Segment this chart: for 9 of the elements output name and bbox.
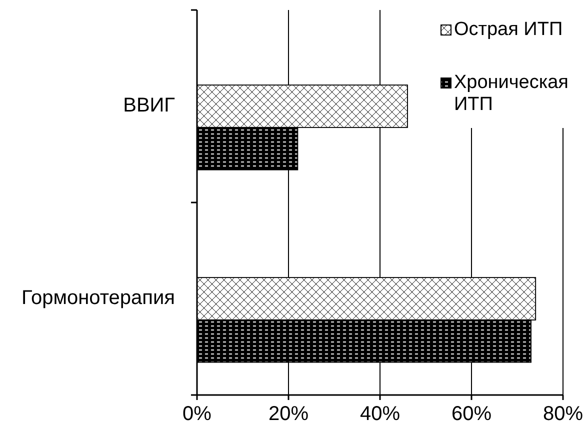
legend-label: Острая ИТП <box>454 19 563 40</box>
legend-label: Хроническая ИТП <box>454 72 568 116</box>
x-tick-label: 20% <box>268 403 309 425</box>
x-tick-label: 0% <box>182 403 212 425</box>
y-tick-label: ВВИГ <box>123 94 176 117</box>
y-tick-label: Гормонотерапия <box>22 287 175 310</box>
x-tick-label: 40% <box>360 403 400 425</box>
x-tick-label: 80% <box>542 403 584 425</box>
x-tick-label: 60% <box>451 403 492 425</box>
